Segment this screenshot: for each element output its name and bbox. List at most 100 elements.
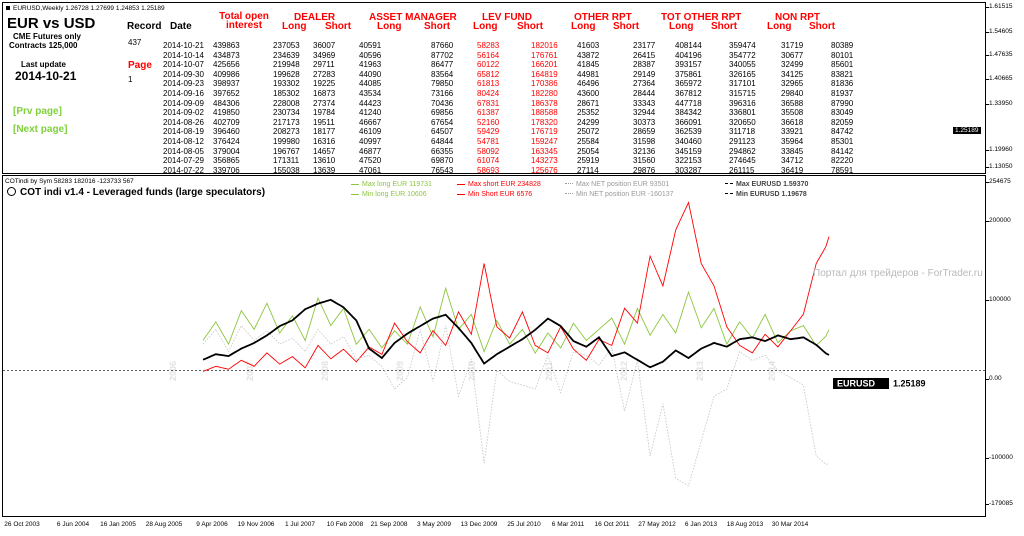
cot-value-cell: 396460 [213, 127, 240, 137]
indicator-subheader: COTindi by Sym 58283 182016 -123733 567 [5, 178, 134, 185]
last-update-label: Last update [21, 60, 66, 69]
legend-min-short-text: Min Short EUR 6576 [468, 191, 533, 198]
price-tick: 1.61515 [986, 3, 1013, 10]
legend-max-short-text: Max short EUR 234828 [468, 181, 541, 188]
cot-value-cell: 182280 [531, 88, 558, 98]
cot-value-cell: 199980 [273, 136, 300, 146]
cot-value-cell: 80101 [831, 50, 854, 60]
indicator-pane[interactable]: 2006 2007 2008 2009 2010 2011 2012 2013 2014 Пор… [2, 175, 986, 517]
price-tick: 1.33950 [986, 100, 1013, 107]
cot-value-cell: 354772 [729, 50, 756, 60]
watermark-text: Портал для трейдеров - ForTrader.ru [813, 268, 983, 279]
cot-value-cell: 28671 [577, 98, 600, 108]
cot-value-cell: 35964 [781, 136, 804, 146]
price-chart-pane[interactable]: EURUSD,Weekly 1.26728 1.27699 1.24853 1.… [2, 2, 986, 174]
time-axis-label: 19 Nov 2006 [237, 521, 275, 528]
year-watermark: 2007 [245, 361, 255, 381]
cot-value-cell: 193302 [273, 79, 300, 89]
cot-value-cell: 27374 [313, 98, 336, 108]
cot-value-cell: 33343 [633, 98, 656, 108]
legend-max-eurusd: Max EURUSD 1.59370 [725, 181, 808, 188]
prev-page-button[interactable]: [Prv page] [13, 106, 62, 117]
cot-value-cell: 41845 [577, 60, 600, 70]
indicator-chart: 2006 2007 2008 2009 2010 2011 2012 2013 2014 Пор… [3, 201, 985, 487]
cot-value-cell: 345159 [675, 146, 702, 156]
cot-value-cell: 84142 [831, 146, 854, 156]
cot-value-cell: 83049 [831, 108, 854, 118]
cot-value-cell: 59429 [477, 127, 500, 137]
cot-value-cell: 13639 [313, 165, 336, 174]
cot-value-cell: 182016 [531, 41, 558, 50]
cot-value-cell: 25054 [577, 146, 600, 156]
price-axis: 1.61515 1.54605 1.47635 1.40665 1.33950 … [986, 2, 1024, 172]
time-axis-label: 9 Apr 2006 [196, 521, 228, 528]
cot-value-cell: 34125 [781, 69, 804, 79]
legend-min-eurusd-text: Min EURUSD 1.19678 [736, 191, 807, 198]
cot-value-cell: 362539 [675, 127, 702, 137]
cot-value-cell: 163345 [531, 146, 558, 156]
price-label-group: EURUSD 1.25189 [833, 378, 926, 389]
cot-value-cell: 41603 [577, 41, 600, 50]
cot-value-cell: 80424 [477, 88, 500, 98]
cot-value-cell: 67831 [477, 98, 500, 108]
top-price-badge: 1.25189 [953, 127, 981, 134]
legend-min-eurusd: Min EURUSD 1.19678 [725, 191, 807, 198]
cot-value-cell: 16873 [313, 88, 336, 98]
cot-value-cell: 336801 [729, 108, 756, 118]
cot-value-cell: 25072 [577, 127, 600, 137]
cot-value-cell: 76543 [431, 165, 454, 174]
next-page-button[interactable]: [Next page] [13, 124, 68, 135]
tot-long-header: Long [669, 21, 694, 32]
cot-value-cell: 366091 [675, 117, 702, 127]
indicator-settings-icon[interactable] [7, 187, 16, 196]
cot-value-cell: 32499 [781, 60, 804, 70]
cot-value-cell: 164819 [531, 69, 558, 79]
cot-value-cell: 25352 [577, 108, 600, 118]
cot-value-cell: 28444 [633, 88, 656, 98]
price-label-name: EURUSD [837, 379, 876, 389]
year-watermark: 2013 [695, 361, 705, 381]
cot-value-cell: 31719 [781, 41, 804, 50]
cot-value-cell: 60122 [477, 60, 500, 70]
cot-table-row: 2014-10-14 434873 234639 34969 40596 87702 561… [163, 51, 873, 61]
cot-value-cell: 185302 [273, 88, 300, 98]
cot-value-cell: 155038 [273, 165, 300, 174]
cot-value-cell: 425656 [213, 60, 240, 70]
cot-value-cell: 41240 [359, 108, 382, 118]
cot-value-cell: 404196 [675, 50, 702, 60]
cot-value-cell: 33845 [781, 146, 804, 156]
cot-value-cell: 339706 [213, 165, 240, 174]
price-tick: 1.40665 [986, 75, 1013, 82]
cot-value-cell: 84742 [831, 127, 854, 137]
year-watermark: 2012 [619, 361, 629, 381]
header-tot-other-rpt: TOT OTHER RPT [661, 12, 742, 23]
year-watermark: 2008 [320, 361, 330, 381]
cot-value-cell: 24299 [577, 117, 600, 127]
cot-table-row: 2014-10-21 439863 237053 36007 40591 87660 582… [163, 41, 873, 51]
cot-value-cell: 28387 [633, 60, 656, 70]
dealer-short-header: Short [325, 21, 352, 32]
cot-value-cell: 29840 [781, 88, 804, 98]
non-short-header: Short [809, 21, 836, 32]
year-watermark: 2006 [168, 361, 178, 381]
cot-date-cell: 2014-09-16 [163, 88, 204, 98]
asset-short-header: Short [424, 21, 451, 32]
cot-value-cell: 228008 [273, 98, 300, 108]
cot-value-cell: 36419 [781, 165, 804, 174]
cot-value-cell: 303287 [675, 165, 702, 174]
date-header: Date [170, 21, 192, 32]
cot-value-cell: 83821 [831, 69, 854, 79]
legend-min-short: Min Short EUR 6576 [457, 191, 532, 198]
cot-date-cell: 2014-10-21 [163, 41, 204, 50]
legend-min-net-text: Min NET position EUR -160137 [576, 191, 674, 198]
price-tick: 1.19960 [986, 146, 1013, 153]
page-value: 1 [128, 75, 133, 84]
cot-value-cell: 32944 [633, 108, 656, 118]
time-axis-label: 30 Mar 2014 [771, 521, 809, 528]
cot-value-cell: 61387 [477, 108, 500, 118]
cot-table: 2014-10-21 439863 237053 36007 40591 87660 582… [163, 41, 873, 174]
cot-value-cell: 384342 [675, 108, 702, 118]
time-axis-label: 16 Jan 2005 [100, 521, 136, 528]
cot-value-cell: 171311 [273, 156, 300, 166]
cot-value-cell: 66355 [431, 146, 454, 156]
